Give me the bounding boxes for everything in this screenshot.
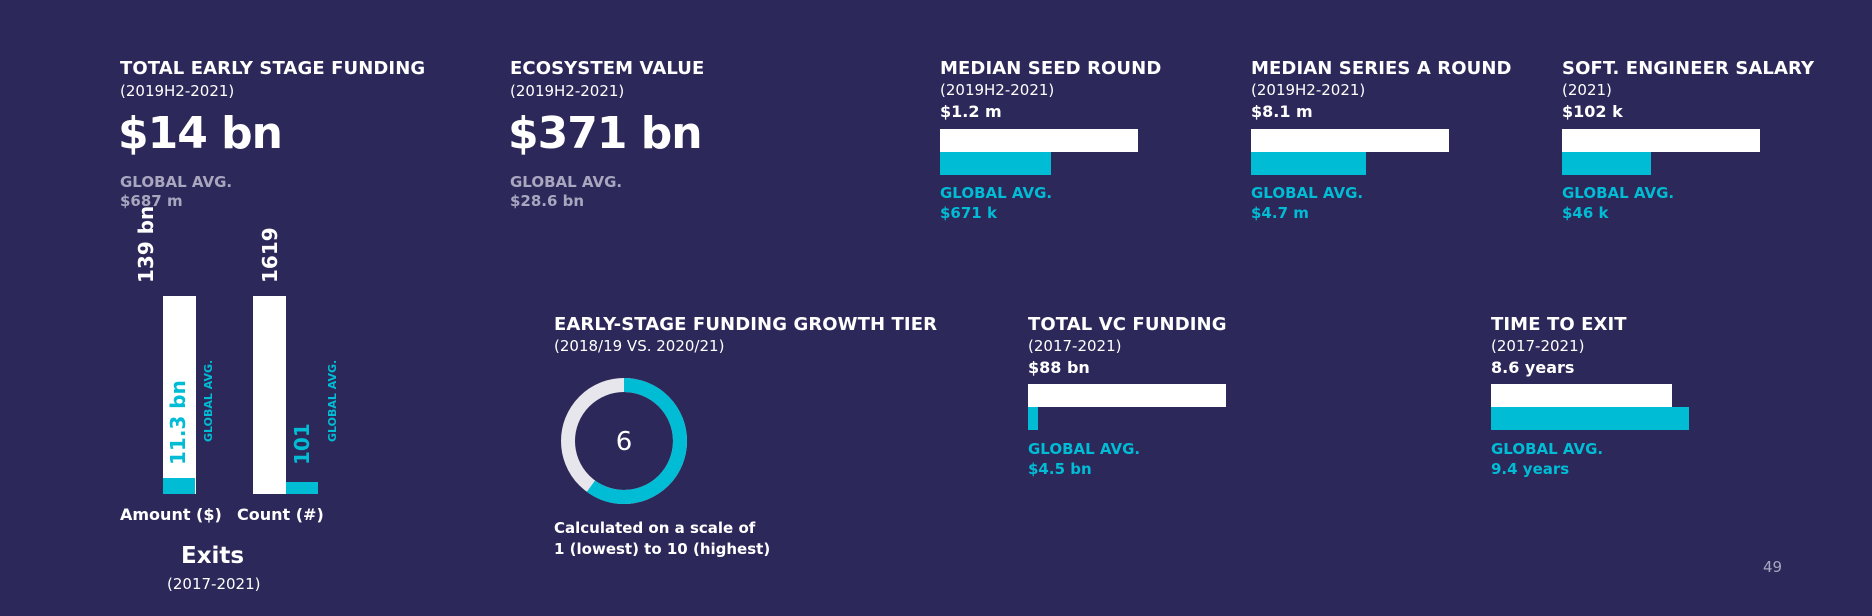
seed-round-chart: MEDIAN SEED ROUND (2019H2-2021) $1.2 m G… [940,58,1200,228]
exits-amount-global-label: GLOBAL AVG. [202,359,215,442]
total-funding-period: (2019H2-2021) [120,82,235,100]
exits-amount-global-bar [163,478,195,494]
ecosystem-global-label: GLOBAL AVG. [510,173,623,191]
vc-funding-global-bar [1028,407,1039,430]
exits-category-amount: Amount ($) [120,505,222,524]
seed-round-global-label: GLOBAL AVG. [940,184,1053,202]
page-number: 49 [1763,558,1783,576]
exits-count-value: 1619 [258,227,282,283]
exits-title: Exits [181,543,245,569]
salary-value: $102 k [1562,102,1623,121]
series-a-bar [1251,129,1449,152]
series-a-title: MEDIAN SERIES A ROUND [1251,58,1512,79]
time-to-exit-value: 8.6 years [1491,358,1575,377]
vc-funding-global-label: GLOBAL AVG. [1028,440,1141,458]
exits-category-count: Count (#) [237,505,324,524]
series-a-global-value: $4.7 m [1251,204,1309,222]
salary-bar [1562,129,1760,152]
ecosystem-value: $371 bn [508,108,703,159]
vc-funding-title: TOTAL VC FUNDING [1028,314,1227,335]
time-to-exit-bar [1491,384,1673,407]
vc-funding-value: $88 bn [1028,358,1090,377]
salary-chart: SOFT. ENGINEER SALARY (2021) $102 k GLOB… [1562,58,1822,228]
growth-tier-donut: 6 [561,378,687,504]
time-to-exit-global-label: GLOBAL AVG. [1491,440,1604,458]
growth-tier-arc [561,378,687,504]
vc-funding-chart: TOTAL VC FUNDING (2017-2021) $88 bn GLOB… [1028,314,1288,484]
salary-global-label: GLOBAL AVG. [1562,184,1675,202]
ecosystem-period: (2019H2-2021) [510,82,625,100]
exits-amount-bar [163,296,196,494]
series-a-chart: MEDIAN SERIES A ROUND (2019H2-2021) $8.1… [1251,58,1511,228]
total-funding-global-value: $687 m [120,192,183,210]
time-to-exit-chart: TIME TO EXIT (2017-2021) 8.6 years GLOBA… [1491,314,1751,484]
time-to-exit-global-bar [1491,407,1689,430]
exits-period: (2017-2021) [167,575,261,593]
total-funding-title: TOTAL EARLY STAGE FUNDING [120,58,426,79]
salary-title: SOFT. ENGINEER SALARY [1562,58,1815,79]
series-a-global-bar [1251,152,1366,175]
seed-round-value: $1.2 m [940,102,1002,121]
salary-global-value: $46 k [1562,204,1609,222]
exits-amount-value: 139 bn [134,205,158,283]
series-a-period: (2019H2-2021) [1251,81,1366,99]
ecosystem-global-value: $28.6 bn [510,192,585,210]
exits-count-global-label: GLOBAL AVG. [326,359,339,442]
total-funding-value: $14 bn [118,108,283,159]
time-to-exit-period: (2017-2021) [1491,337,1585,355]
salary-period: (2021) [1562,81,1612,99]
series-a-global-label: GLOBAL AVG. [1251,184,1364,202]
salary-global-bar [1562,152,1652,175]
growth-tier-title: EARLY-STAGE FUNDING GROWTH TIER [554,314,938,335]
vc-funding-period: (2017-2021) [1028,337,1122,355]
growth-tier-period: (2018/19 VS. 2020/21) [554,337,725,355]
growth-tier-note-line2: 1 (lowest) to 10 (highest) [554,540,771,558]
growth-tier-note: Calculated on a scale of 1 (lowest) to 1… [554,518,770,560]
seed-round-period: (2019H2-2021) [940,81,1055,99]
growth-tier-value: 6 [616,427,633,457]
time-to-exit-global-value: 9.4 years [1491,460,1570,478]
seed-round-global-bar [940,152,1051,175]
total-funding-global-label: GLOBAL AVG. [120,173,233,191]
seed-round-bar [940,129,1138,152]
vc-funding-bar [1028,384,1226,407]
exits-count-global-value: 101 [290,423,314,465]
growth-tier-note-line1: Calculated on a scale of [554,519,756,537]
time-to-exit-title: TIME TO EXIT [1491,314,1627,335]
ecosystem-title: ECOSYSTEM VALUE [510,58,705,79]
seed-round-title: MEDIAN SEED ROUND [940,58,1162,79]
exits-amount-global-value: 11.3 bn [166,380,190,465]
exits-chart: 139 bn 11.3 bn GLOBAL AVG. 1619 101 GLOB… [0,0,400,600]
seed-round-global-value: $671 k [940,204,997,222]
exits-count-global-bar [286,482,318,494]
vc-funding-global-value: $4.5 bn [1028,460,1092,478]
exits-count-bar [253,296,286,494]
series-a-value: $8.1 m [1251,102,1313,121]
